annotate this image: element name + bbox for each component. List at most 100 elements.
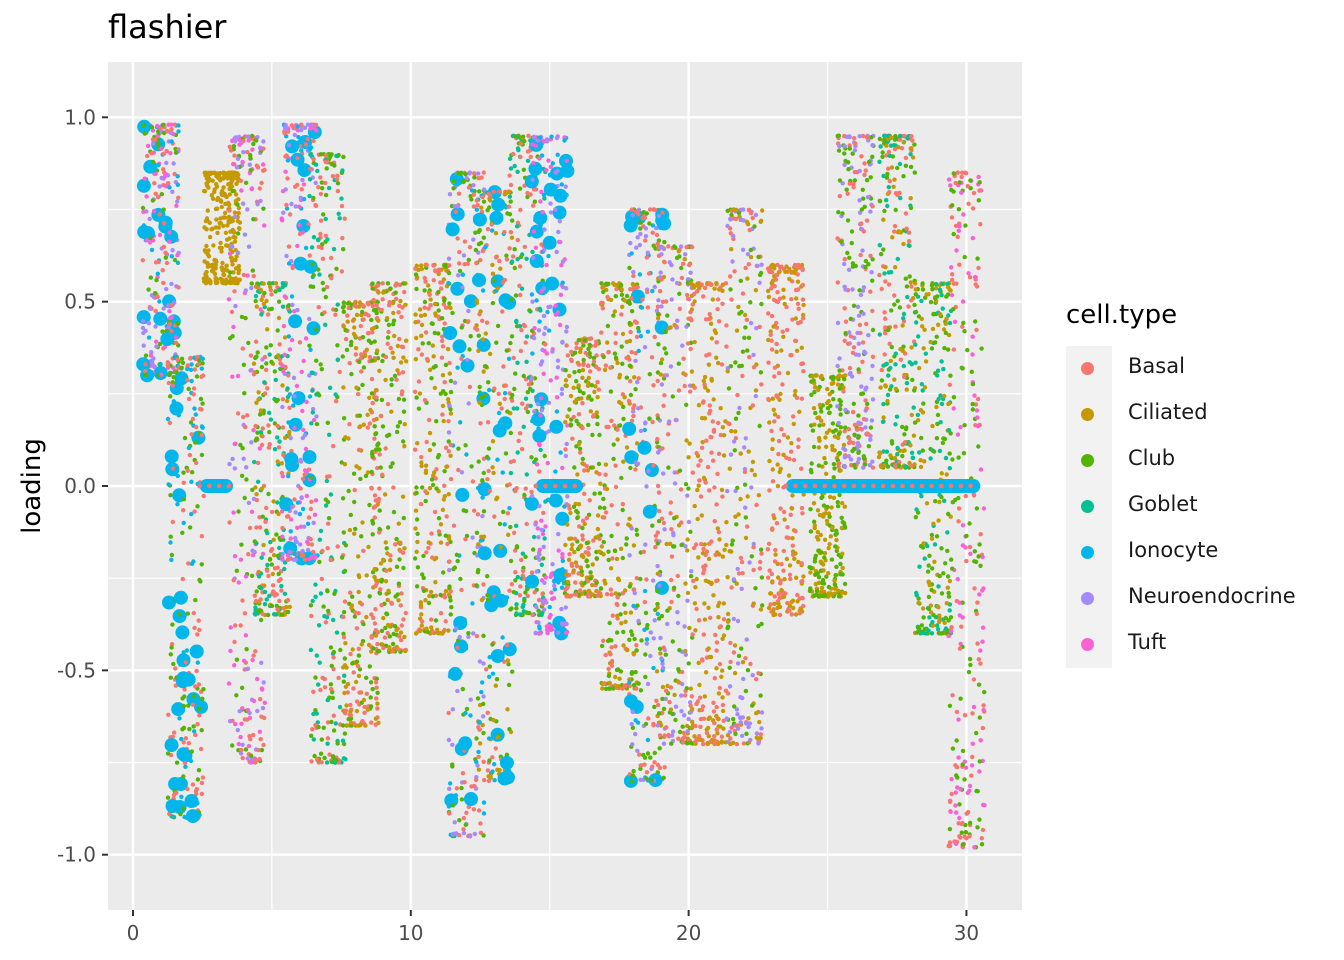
data-point [649,355,655,360]
data-point [301,196,307,202]
data-point [275,423,280,429]
data-point [431,354,436,359]
data-point [322,685,328,690]
data-point [490,262,495,268]
data-point [391,318,397,323]
data-point [262,354,268,360]
data-point [374,310,379,316]
data-point [568,593,574,598]
data-point [325,589,330,594]
data-point [648,630,653,635]
data-point [266,573,271,579]
data-point [586,394,592,399]
data-point [503,451,509,456]
data-point [722,547,727,552]
data-point [423,598,428,603]
data-point [500,470,505,475]
data-point [390,300,396,306]
data-point [294,557,299,562]
data-point [536,620,541,625]
data-point [687,625,692,631]
data-point [491,470,496,476]
data-point [244,666,249,672]
data-point [559,182,564,187]
data-point [516,133,521,138]
data-point [225,223,230,228]
data-point [520,551,525,556]
data-point [655,378,660,384]
data-point [166,712,171,717]
data-point [505,409,510,414]
data-point [588,465,594,470]
data-point [148,353,154,358]
data-point [289,294,295,299]
data-point [474,759,479,765]
data-point [546,158,551,163]
data-point [463,443,468,448]
data-point [313,582,318,587]
data-point [665,683,670,689]
data-point [319,180,325,185]
data-point [481,661,486,666]
data-point [654,698,659,703]
data-point [299,148,304,153]
data-point [350,594,355,599]
data-point [159,146,164,151]
data-point [219,265,224,270]
data-point [214,259,219,265]
data-point [252,593,257,598]
data-point [645,737,651,743]
data-point [345,313,350,318]
data-point [482,393,487,398]
data-point [451,186,456,191]
data-point [595,380,600,385]
data-point [348,512,353,518]
data-point [508,340,513,346]
data-point [166,482,171,487]
data-point [311,195,316,201]
data-point [175,357,180,362]
data-point [318,687,323,693]
data-point [373,431,379,436]
data-point [184,648,190,653]
data-point [460,285,465,290]
data-point [693,723,698,729]
data-point [655,762,661,768]
data-point [578,588,583,593]
data-point [476,241,482,247]
data-point [231,234,236,240]
data-point [460,771,466,776]
data-point [314,327,319,332]
data-point [729,428,734,434]
data-point [236,580,241,585]
data-point [153,191,158,196]
data-point [413,272,419,277]
data-point [248,156,253,161]
data-point [645,289,650,295]
data-point [383,579,389,584]
data-point [574,563,580,569]
data-point [447,567,452,573]
data-point [682,624,687,629]
data-point [369,612,374,617]
data-point [602,681,607,686]
data-point [326,185,332,191]
data-point [629,629,634,634]
data-point [279,470,285,476]
data-point [461,827,466,832]
data-point [465,261,470,266]
data-point [482,777,487,783]
data-point [160,268,165,273]
data-point [656,312,661,317]
data-point [436,308,441,313]
data-point [254,525,259,530]
data-point [455,236,460,241]
data-point [182,687,187,692]
data-point [701,378,706,384]
data-point [492,514,497,519]
data-point [586,422,591,428]
data-point [325,546,330,551]
data-point [209,193,214,198]
data-point [570,436,575,441]
data-point [354,708,360,714]
